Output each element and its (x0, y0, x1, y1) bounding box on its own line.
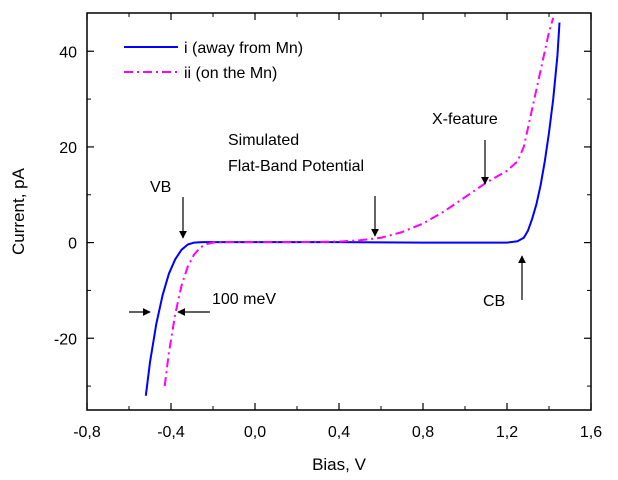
annotation-simulated-line1: Simulated (228, 132, 299, 149)
series-layer (144, 17, 561, 396)
annotation-x-feature: X-feature (432, 111, 498, 128)
annotation-100-mev: 100 meV (212, 291, 276, 308)
y-tick-label: 40 (59, 44, 77, 61)
y-axis-title: Current, pA (9, 167, 28, 255)
y-tick-label: 20 (59, 140, 77, 157)
x-tick-label: 0,8 (412, 424, 434, 441)
series-line-i (144, 22, 561, 396)
annotation-simulated-line2: Flat-Band Potential (228, 158, 364, 175)
annotation-cb: CB (483, 293, 505, 310)
legend: i (away from Mn) ii (on the Mn) (124, 40, 303, 82)
x-tick-label: 1,6 (580, 424, 602, 441)
x-tick-label: -0,4 (157, 424, 185, 441)
x-tick-label: 0,0 (244, 424, 266, 441)
legend-label-series-ii: ii (on the Mn) (184, 65, 277, 82)
y-tick-label: -20 (54, 331, 77, 348)
legend-label-series-i: i (away from Mn) (184, 40, 303, 57)
x-axis-title: Bias, V (312, 455, 367, 474)
plot-area (144, 17, 561, 396)
x-tick-label: 1,2 (496, 424, 518, 441)
annotations: VB Simulated Flat-Band Potential X-featu… (129, 111, 526, 316)
ticks-layer (86, 13, 592, 410)
y-tick-label: 0 (68, 236, 77, 253)
x-tick-label: -0,8 (73, 424, 101, 441)
tick-labels-layer: -0,8 -0,4 0,0 0,4 0,8 1,2 1,6 -20 0 20 40 (54, 44, 602, 441)
annotation-vb: VB (150, 179, 171, 196)
series-line-ii (163, 17, 555, 387)
x-tick-label: 0,4 (328, 424, 350, 441)
